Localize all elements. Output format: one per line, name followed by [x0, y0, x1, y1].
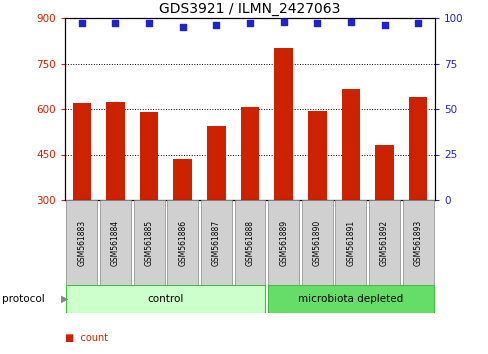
Bar — [274, 48, 292, 200]
Bar — [374, 145, 393, 200]
Point — [145, 21, 153, 26]
Point — [78, 21, 85, 26]
Bar — [267, 285, 433, 313]
Text: GSM561885: GSM561885 — [144, 219, 153, 266]
Point — [279, 19, 287, 24]
Text: GSM561890: GSM561890 — [312, 219, 321, 266]
Bar — [234, 200, 265, 285]
Point — [313, 21, 321, 26]
Bar — [133, 200, 164, 285]
Bar — [106, 102, 124, 200]
Bar — [267, 200, 299, 285]
Text: GSM561886: GSM561886 — [178, 219, 187, 266]
Bar — [201, 200, 231, 285]
Bar — [307, 110, 326, 200]
Text: ■  count: ■ count — [65, 333, 108, 343]
Bar — [66, 285, 265, 313]
Text: GSM561883: GSM561883 — [77, 219, 86, 266]
Text: protocol: protocol — [2, 294, 45, 304]
Point — [413, 21, 421, 26]
Bar — [207, 126, 225, 200]
Text: control: control — [147, 294, 183, 304]
Point — [245, 21, 253, 26]
Point — [179, 24, 186, 30]
Bar — [140, 112, 158, 200]
Bar — [408, 97, 427, 200]
Bar — [167, 200, 198, 285]
Bar — [402, 200, 433, 285]
Text: GSM561888: GSM561888 — [245, 219, 254, 266]
Text: microbiota depleted: microbiota depleted — [298, 294, 403, 304]
Title: GDS3921 / ILMN_2427063: GDS3921 / ILMN_2427063 — [159, 1, 340, 16]
Text: GSM561889: GSM561889 — [279, 219, 287, 266]
Point — [111, 21, 119, 26]
Text: GSM561884: GSM561884 — [111, 219, 120, 266]
Text: GSM561891: GSM561891 — [346, 219, 355, 266]
Bar — [66, 200, 97, 285]
Bar — [301, 200, 332, 285]
Bar — [368, 200, 399, 285]
Bar — [100, 200, 131, 285]
Bar — [341, 89, 360, 200]
Point — [212, 22, 220, 28]
Text: GSM561892: GSM561892 — [379, 219, 388, 266]
Point — [346, 19, 354, 24]
Bar — [240, 107, 259, 200]
Bar — [72, 103, 91, 200]
Bar — [335, 200, 366, 285]
Text: GSM561887: GSM561887 — [211, 219, 221, 266]
Text: GSM561893: GSM561893 — [413, 219, 422, 266]
Bar — [173, 159, 192, 200]
Text: ▶: ▶ — [61, 294, 68, 304]
Point — [380, 22, 387, 28]
